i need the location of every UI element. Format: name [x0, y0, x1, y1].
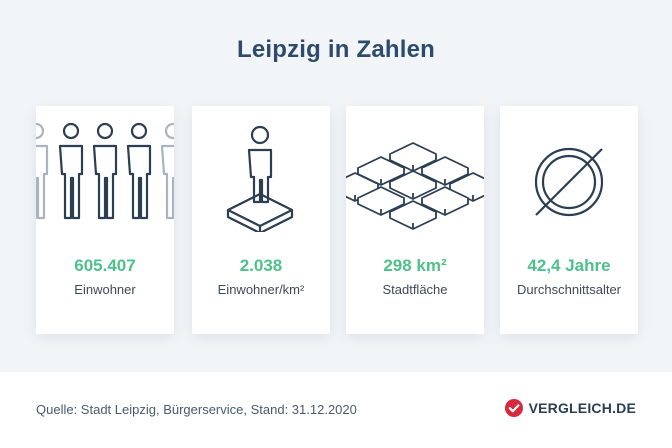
stat-card-density: 2.038 Einwohner/km²: [192, 106, 330, 334]
stat-card-average-age: 42,4 Jahre Durchschnittsalter: [500, 106, 638, 334]
stat-value-average-age: 42,4 Jahre: [527, 256, 611, 275]
brand-name: VERGLEICH.DE: [528, 400, 636, 416]
stat-label-density: Einwohner/km²: [217, 282, 305, 297]
page-title: Leipzig in Zahlen: [236, 36, 436, 63]
stat-label-area: Stadtfläche: [382, 282, 448, 297]
stat-value-density: 2.038: [239, 256, 283, 275]
checkmark-badge-icon: [504, 399, 523, 417]
area-tiles-icon: [346, 142, 484, 230]
stat-value-population: 605.407: [74, 256, 136, 275]
stat-card-area: 298 km² Stadtfläche: [346, 106, 484, 334]
source-note: Quelle: Stadt Leipzig, Bürgerservice, St…: [36, 402, 357, 417]
person-on-block-icon: [226, 125, 294, 232]
stat-label-population: Einwohner: [74, 282, 136, 297]
footer: Quelle: Stadt Leipzig, Bürgerservice, St…: [0, 372, 672, 448]
stat-card-population: 605.407 Einwohner: [36, 106, 174, 334]
people-group-icon: [36, 122, 174, 220]
stat-value-area: 298 km²: [383, 256, 447, 275]
stat-label-average-age: Durchschnittsalter: [516, 282, 622, 297]
average-symbol-icon: [534, 147, 604, 217]
brand-logo[interactable]: VERGLEICH.DE: [504, 398, 636, 418]
